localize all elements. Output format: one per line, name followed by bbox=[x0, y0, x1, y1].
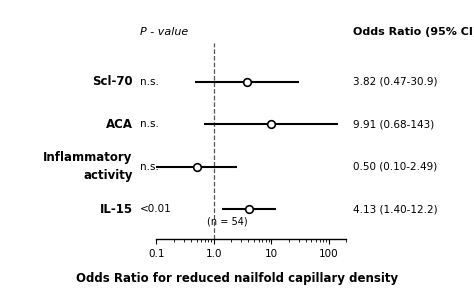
Text: 4.13 (1.40-12.2): 4.13 (1.40-12.2) bbox=[353, 204, 438, 214]
Text: 0.50 (0.10-2.49): 0.50 (0.10-2.49) bbox=[353, 162, 438, 172]
Text: n.s.: n.s. bbox=[140, 162, 159, 172]
Text: activity: activity bbox=[83, 169, 133, 182]
Text: IL-15: IL-15 bbox=[100, 203, 133, 216]
Text: n.s.: n.s. bbox=[140, 77, 159, 86]
Text: (n = 54): (n = 54) bbox=[207, 216, 247, 226]
Text: Odds Ratio (95% CI): Odds Ratio (95% CI) bbox=[353, 27, 474, 37]
Text: n.s.: n.s. bbox=[140, 119, 159, 129]
Text: Odds Ratio for reduced nailfold capillary density: Odds Ratio for reduced nailfold capillar… bbox=[76, 272, 398, 285]
Text: <0.01: <0.01 bbox=[140, 204, 172, 214]
Text: 3.82 (0.47-30.9): 3.82 (0.47-30.9) bbox=[353, 77, 438, 86]
Text: Inflammatory: Inflammatory bbox=[43, 151, 133, 164]
Text: Scl-70: Scl-70 bbox=[92, 75, 133, 88]
Text: P - value: P - value bbox=[140, 27, 188, 37]
Text: ACA: ACA bbox=[106, 118, 133, 130]
Text: 9.91 (0.68-143): 9.91 (0.68-143) bbox=[353, 119, 434, 129]
